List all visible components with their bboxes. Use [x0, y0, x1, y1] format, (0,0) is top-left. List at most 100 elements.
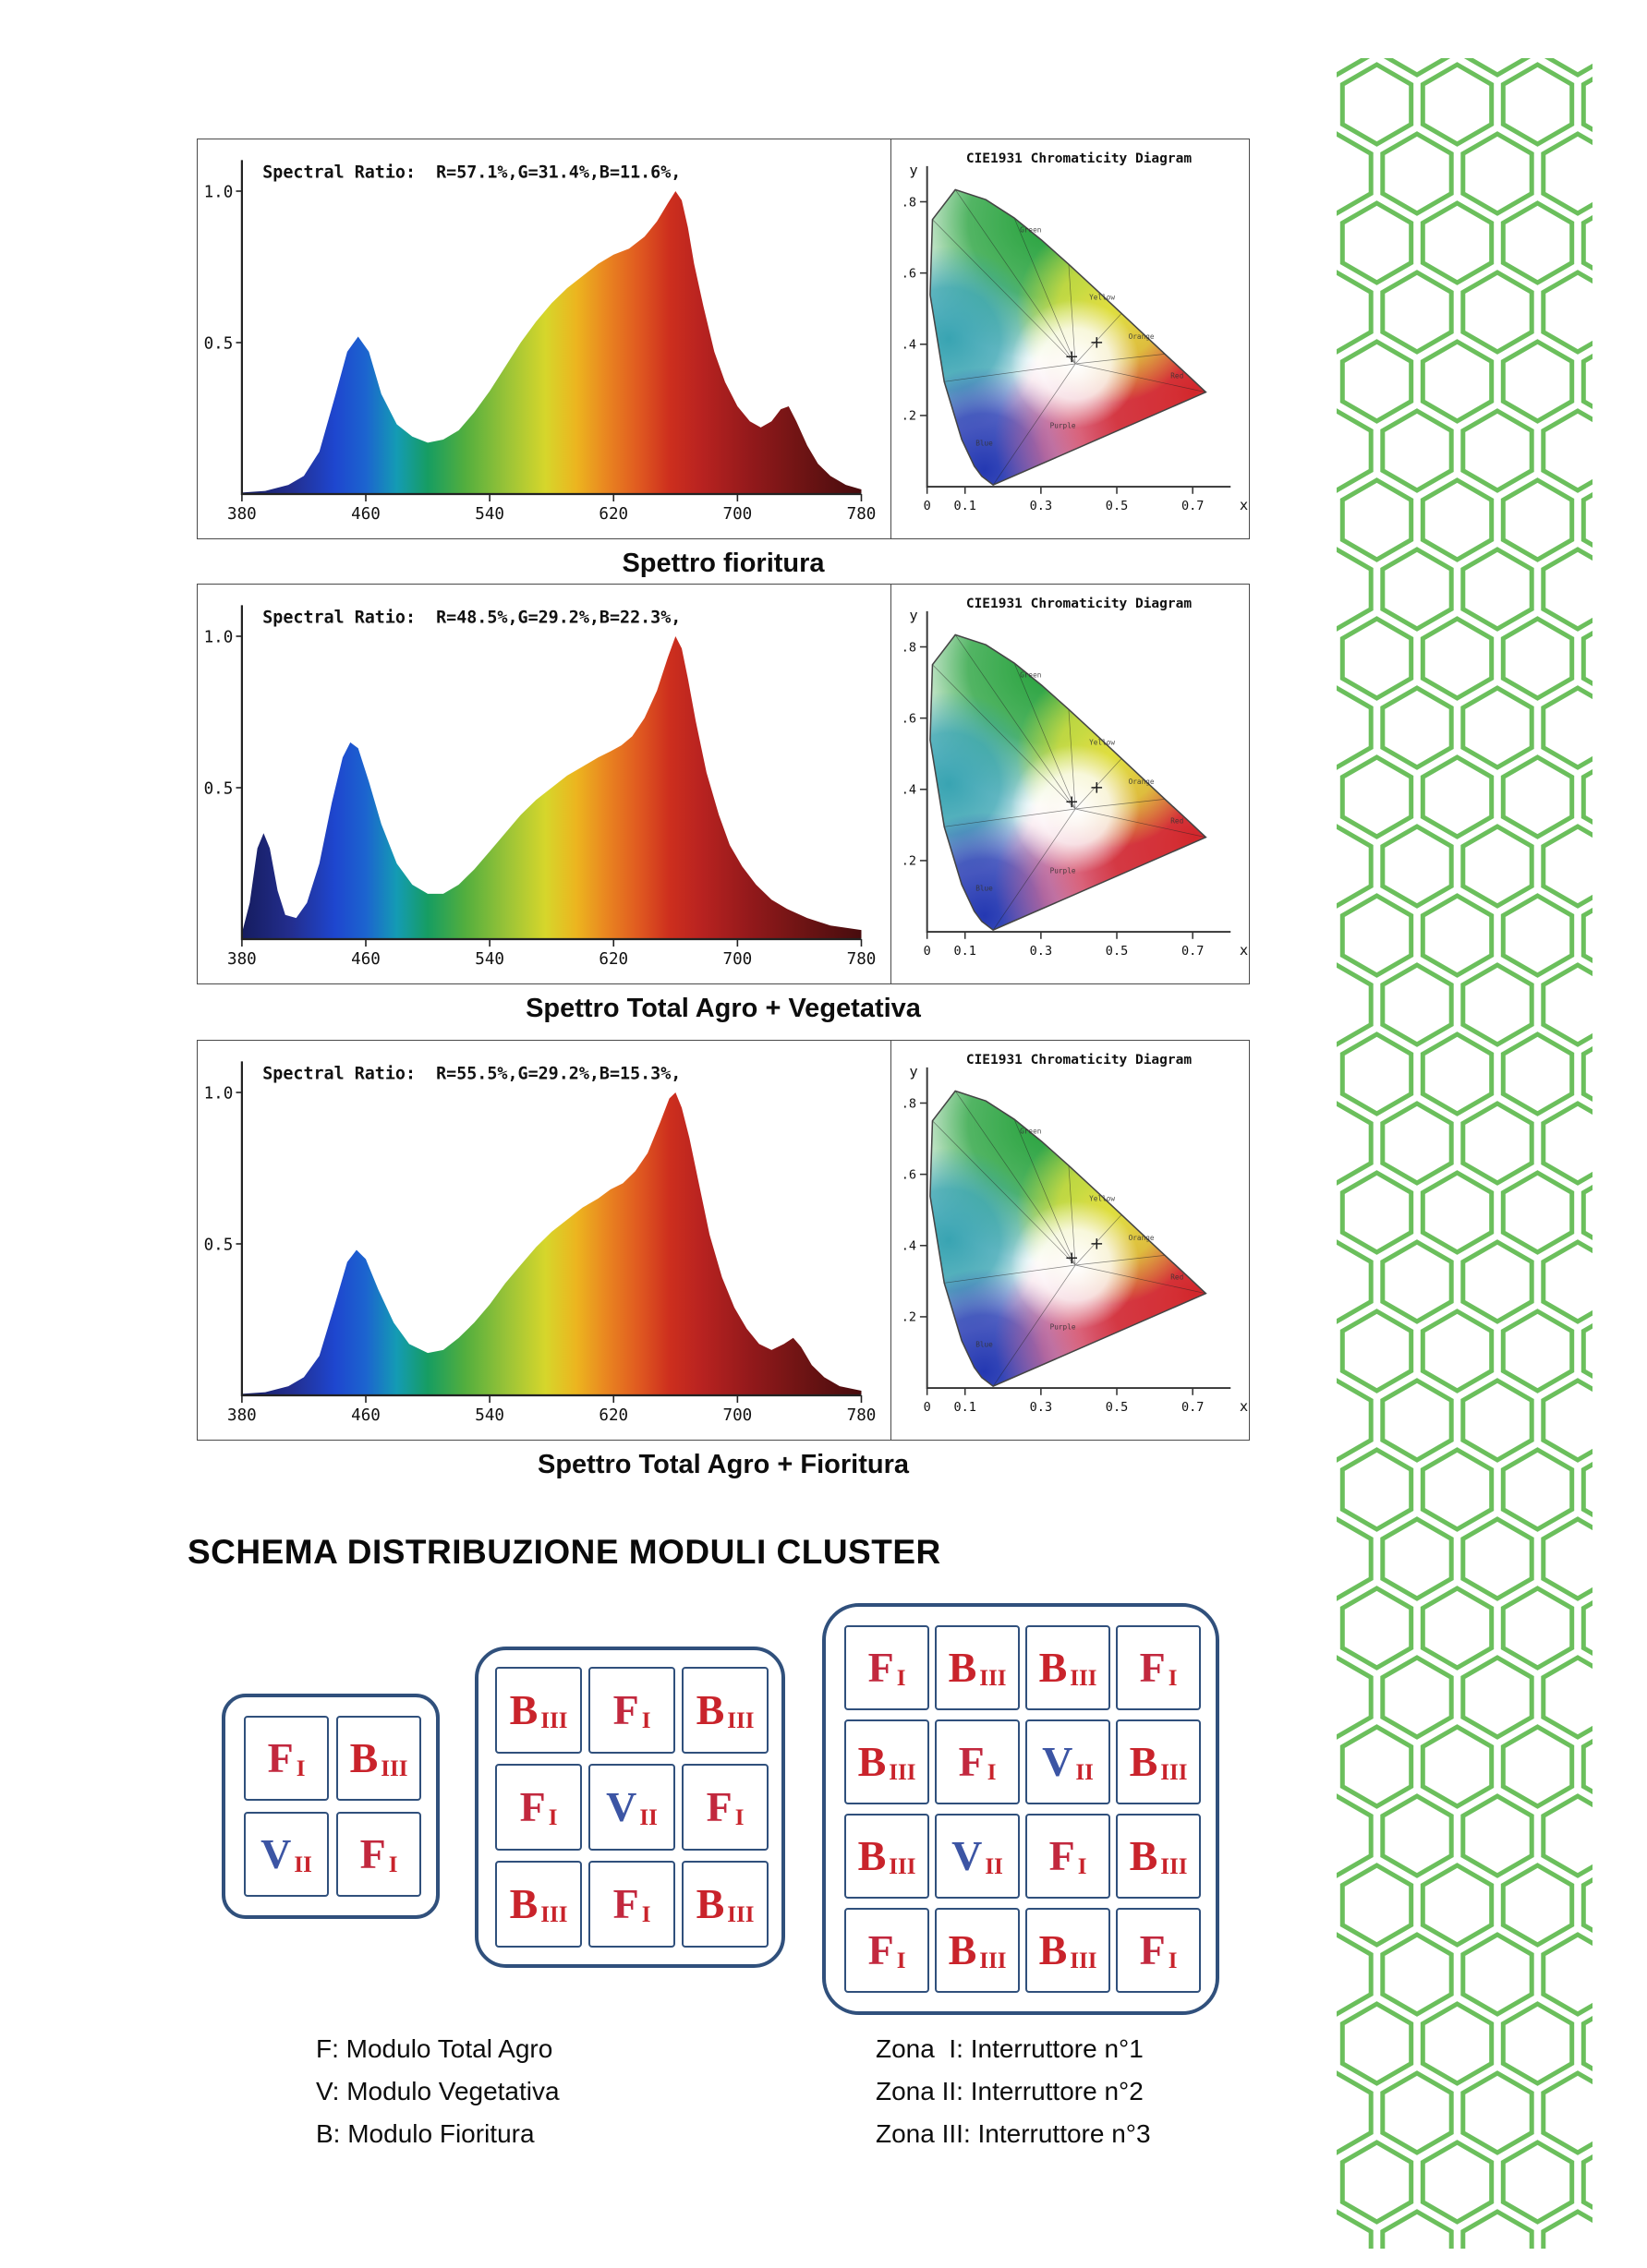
module-zone-numeral: III — [1070, 1665, 1097, 1691]
svg-text:.6: .6 — [902, 1167, 916, 1182]
svg-text:620: 620 — [599, 950, 628, 969]
svg-text:460: 460 — [351, 950, 381, 969]
module-letter: B — [509, 1686, 539, 1733]
module-letter: F — [267, 1734, 294, 1781]
svg-text:540: 540 — [475, 950, 504, 969]
spectrum-plot: 380 460 540 620 700 780 1.0 0.5 Spectral Ratio:… — [204, 605, 877, 969]
legend-zones: Zona I: Interruttore n°1 Zona II: Interr… — [876, 2028, 1151, 2155]
svg-text:.2: .2 — [902, 1310, 916, 1325]
module-cell: B III — [495, 1861, 582, 1948]
module-letter: B — [948, 1644, 977, 1691]
module-zone-numeral: I — [296, 1755, 306, 1781]
chart-total-agro-fioritura: 380 460 540 620 700 780 1.0 0.5 Spectral Ratio:… — [197, 1040, 1250, 1441]
module-letter: B — [509, 1880, 539, 1927]
svg-text:Red: Red — [1171, 371, 1184, 380]
honeycomb-pattern-icon — [1337, 58, 1593, 2249]
figure-caption: Spettro Total Agro + Fioritura — [538, 1450, 909, 1479]
svg-text:1.0: 1.0 — [204, 628, 234, 646]
legend-module-v: V: Modulo Vegetativa — [316, 2077, 560, 2105]
figure-total-agro-fioritura: 380 460 540 620 700 780 1.0 0.5 Spectral Ratio:… — [197, 1040, 1250, 1480]
module-letter: F — [1048, 1832, 1075, 1879]
module-letter: F — [519, 1783, 546, 1830]
module-cell: B III — [844, 1814, 929, 1899]
figure-caption: Spettro fioritura — [622, 549, 825, 578]
module-zone-numeral: III — [727, 1707, 755, 1733]
module-cell: B III — [935, 1908, 1020, 1993]
figure-total-agro-vegetativa: 380 460 540 620 700 780 1.0 0.5 Spectral Ratio:… — [197, 584, 1250, 1024]
svg-text:Orange: Orange — [1129, 332, 1155, 341]
cie-diagram: CIE1931 Chromaticity Diagram y x 0 0.1 0.3… — [890, 1041, 1249, 1440]
svg-text:x: x — [1240, 497, 1248, 513]
module-letter: B — [696, 1686, 725, 1733]
module-cell: B III — [844, 1719, 929, 1804]
svg-text:.6: .6 — [902, 711, 916, 726]
cie-diagram: CIE1931 Chromaticity Diagram y x 0 0.1 0.3… — [890, 139, 1249, 538]
module-cell: V II — [588, 1764, 675, 1851]
svg-text:0.1: 0.1 — [954, 499, 976, 513]
svg-text:780: 780 — [847, 950, 877, 969]
svg-text:y: y — [910, 608, 918, 624]
svg-text:CIE1931 Chromaticity Diagram: CIE1931 Chromaticity Diagram — [966, 597, 1192, 611]
svg-text:1.0: 1.0 — [204, 1084, 234, 1103]
svg-text:620: 620 — [599, 505, 628, 524]
section-title: SCHEMA DISTRIBUZIONE MODULI CLUSTER — [188, 1533, 941, 1571]
module-letter: B — [1129, 1832, 1158, 1879]
svg-text:y: y — [910, 1064, 918, 1080]
svg-text:380: 380 — [227, 505, 257, 524]
svg-text:780: 780 — [847, 1406, 877, 1425]
module-letter: F — [706, 1783, 733, 1830]
svg-text:460: 460 — [351, 505, 381, 524]
module-letter: B — [1038, 1926, 1068, 1973]
module-letter: F — [1139, 1644, 1166, 1691]
svg-text:Yellow: Yellow — [1090, 294, 1116, 302]
module-zone-numeral: I — [987, 1759, 997, 1785]
module-letter: F — [612, 1686, 639, 1733]
svg-text:Green: Green — [1021, 670, 1042, 679]
svg-text:0.1: 0.1 — [954, 944, 976, 959]
module-letter: V — [606, 1783, 637, 1830]
svg-text:540: 540 — [475, 505, 504, 524]
module-cell: V II — [935, 1814, 1020, 1899]
module-letter: V — [260, 1830, 292, 1877]
module-zone-numeral: III — [1160, 1759, 1188, 1785]
module-cell: B III — [682, 1861, 769, 1948]
svg-text:.8: .8 — [902, 1096, 916, 1111]
chart-total-agro-vegetativa: 380 460 540 620 700 780 1.0 0.5 Spectral Ratio:… — [197, 584, 1250, 984]
svg-text:0.7: 0.7 — [1181, 499, 1204, 513]
module-letter: B — [857, 1832, 887, 1879]
cluster-grid-3x3: B III F I B III F I V II F I B III F I B III — [475, 1647, 785, 1968]
legend-zone-3: Zona III: Interruttore n°3 — [876, 2119, 1151, 2148]
module-letter: F — [867, 1644, 894, 1691]
svg-text:0.3: 0.3 — [1030, 1400, 1052, 1415]
module-letter: B — [857, 1738, 887, 1785]
svg-text:0.5: 0.5 — [1106, 944, 1128, 959]
module-zone-numeral: III — [381, 1755, 408, 1781]
svg-text:1.0: 1.0 — [204, 183, 234, 201]
module-cell: B III — [336, 1716, 421, 1801]
module-zone-numeral: I — [548, 1804, 558, 1830]
module-cell: B III — [1025, 1625, 1110, 1710]
svg-text:Purple: Purple — [1050, 1322, 1076, 1331]
module-zone-numeral: I — [641, 1707, 651, 1733]
svg-text:0.5: 0.5 — [204, 1236, 234, 1254]
module-letter: B — [1129, 1738, 1158, 1785]
module-letter: B — [696, 1880, 725, 1927]
module-zone-numeral: III — [889, 1759, 916, 1785]
svg-text:0.5: 0.5 — [204, 779, 234, 798]
svg-text:.4: .4 — [902, 1239, 916, 1254]
svg-text:0.5: 0.5 — [204, 334, 234, 353]
svg-text:.2: .2 — [902, 854, 916, 869]
module-cell: B III — [935, 1625, 1020, 1710]
module-cell: B III — [1025, 1908, 1110, 1993]
svg-text:Blue: Blue — [976, 885, 994, 893]
module-zone-numeral: I — [1168, 1948, 1178, 1973]
svg-text:460: 460 — [351, 1406, 381, 1425]
svg-text:x: x — [1240, 1398, 1248, 1415]
